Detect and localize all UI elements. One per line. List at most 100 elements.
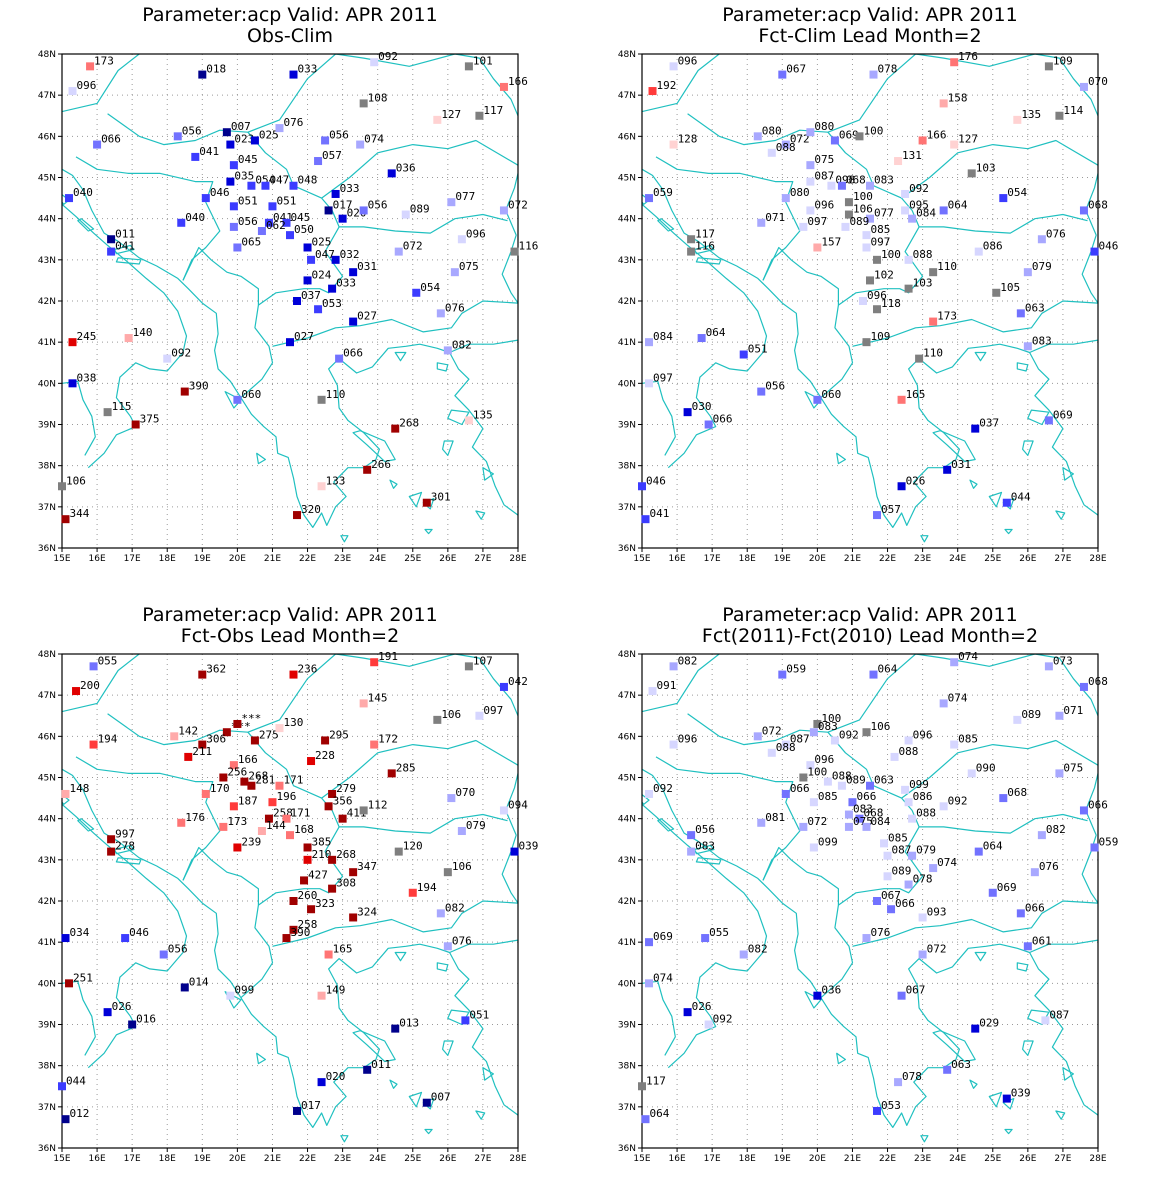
station-value: 061 — [1032, 934, 1052, 947]
tick-label-lon: 16E — [669, 554, 686, 564]
station-marker — [286, 338, 294, 347]
country-border — [687, 654, 916, 746]
station-value: 096 — [466, 227, 486, 240]
island — [1016, 362, 1029, 372]
station-value: 176 — [958, 50, 978, 63]
station-value: 089 — [892, 864, 912, 877]
country-border — [901, 739, 1098, 799]
station-value: 166 — [927, 128, 947, 141]
station-marker — [918, 913, 927, 922]
station-value: 308 — [336, 877, 356, 890]
station-marker — [648, 687, 657, 696]
station-marker — [349, 913, 358, 922]
tick-label-lon: 28E — [1089, 1154, 1106, 1164]
island — [974, 351, 987, 362]
station-value: 089 — [849, 215, 869, 228]
station-marker — [988, 888, 997, 897]
station-marker — [781, 740, 790, 749]
station-marker — [669, 140, 678, 149]
station-value: 087 — [1049, 1008, 1069, 1021]
station-value: 106 — [441, 708, 461, 721]
station-marker — [464, 662, 473, 671]
tick-label-lon: 18E — [739, 554, 756, 564]
station-value: 027 — [294, 330, 314, 343]
station-value: 074 — [364, 133, 384, 146]
tick-label-lon: 18E — [739, 1154, 756, 1164]
station-marker — [359, 806, 368, 815]
station-value: 074 — [653, 971, 673, 984]
tick-label-lon: 26E — [439, 554, 456, 564]
tick-label-lat: 40N — [38, 979, 56, 989]
station-value: 427 — [308, 868, 328, 881]
coastline — [449, 339, 518, 354]
station-marker — [317, 1078, 326, 1087]
tick-label-lat: 37N — [618, 1103, 636, 1113]
station-marker — [862, 243, 871, 252]
panel-title: Parameter:acp Valid: APR 2011 Fct-Clim L… — [580, 5, 1160, 47]
station-marker — [890, 752, 899, 761]
station-marker — [897, 395, 906, 404]
station-value: 088 — [832, 770, 852, 783]
station-value: 103 — [913, 277, 933, 290]
station-marker — [475, 711, 484, 720]
station-marker — [873, 897, 882, 905]
tick-label-lat: 40N — [618, 379, 636, 389]
country-border — [852, 900, 1098, 947]
station-marker — [813, 395, 822, 404]
station-marker — [433, 715, 442, 724]
station-marker — [191, 152, 200, 161]
station-value: 089 — [846, 774, 866, 787]
station-value: 091 — [657, 679, 677, 692]
station-marker — [894, 1078, 903, 1087]
station-marker — [86, 62, 95, 71]
station-value: 092 — [713, 1013, 733, 1026]
panel-title-line1: Parameter:acp Valid: APR 2011 — [722, 4, 1018, 26]
station-marker — [943, 1065, 952, 1074]
station-marker — [943, 465, 952, 474]
station-marker — [999, 194, 1008, 203]
station-marker — [61, 515, 70, 524]
island — [988, 491, 1003, 508]
station-marker — [328, 855, 337, 864]
station-marker — [869, 670, 878, 679]
station-value: 324 — [357, 905, 377, 918]
station-marker — [908, 214, 917, 223]
tick-label-lon: 25E — [984, 1154, 1001, 1164]
station-marker — [813, 991, 822, 1000]
station-marker — [799, 773, 808, 782]
station-value: 029 — [979, 1017, 999, 1030]
tick-label-lon: 20E — [229, 1154, 246, 1164]
station-marker — [289, 925, 298, 934]
tick-label-lon: 27E — [1054, 554, 1071, 564]
station-value: 087 — [814, 170, 834, 183]
station-marker — [324, 950, 333, 959]
station-marker — [289, 181, 298, 190]
tick-label-lat: 44N — [618, 215, 636, 225]
station-value: 072 — [807, 815, 827, 828]
station-marker — [1002, 1094, 1011, 1103]
station-value: 144 — [266, 819, 286, 832]
station-value: 285 — [396, 761, 416, 774]
tick-label-lat: 43N — [618, 856, 636, 866]
station-marker — [799, 822, 808, 831]
tick-label-lat: 38N — [38, 1062, 56, 1072]
gridlines — [62, 54, 518, 548]
station-marker — [887, 905, 896, 914]
station-marker — [1044, 62, 1053, 71]
tick-label-lat: 40N — [618, 979, 636, 989]
station-marker — [806, 128, 815, 137]
tick-label-lon: 20E — [809, 1154, 826, 1164]
station-marker — [799, 222, 808, 231]
island — [340, 1135, 349, 1143]
station-marker — [275, 781, 284, 790]
station-marker — [687, 847, 696, 856]
station-value: 077 — [874, 207, 894, 220]
station-marker — [974, 247, 983, 256]
station-value: 110 — [923, 347, 943, 360]
station-value: 033 — [336, 277, 356, 290]
island — [1004, 528, 1013, 535]
tick-label-lat: 46N — [618, 732, 636, 742]
island — [969, 479, 978, 489]
